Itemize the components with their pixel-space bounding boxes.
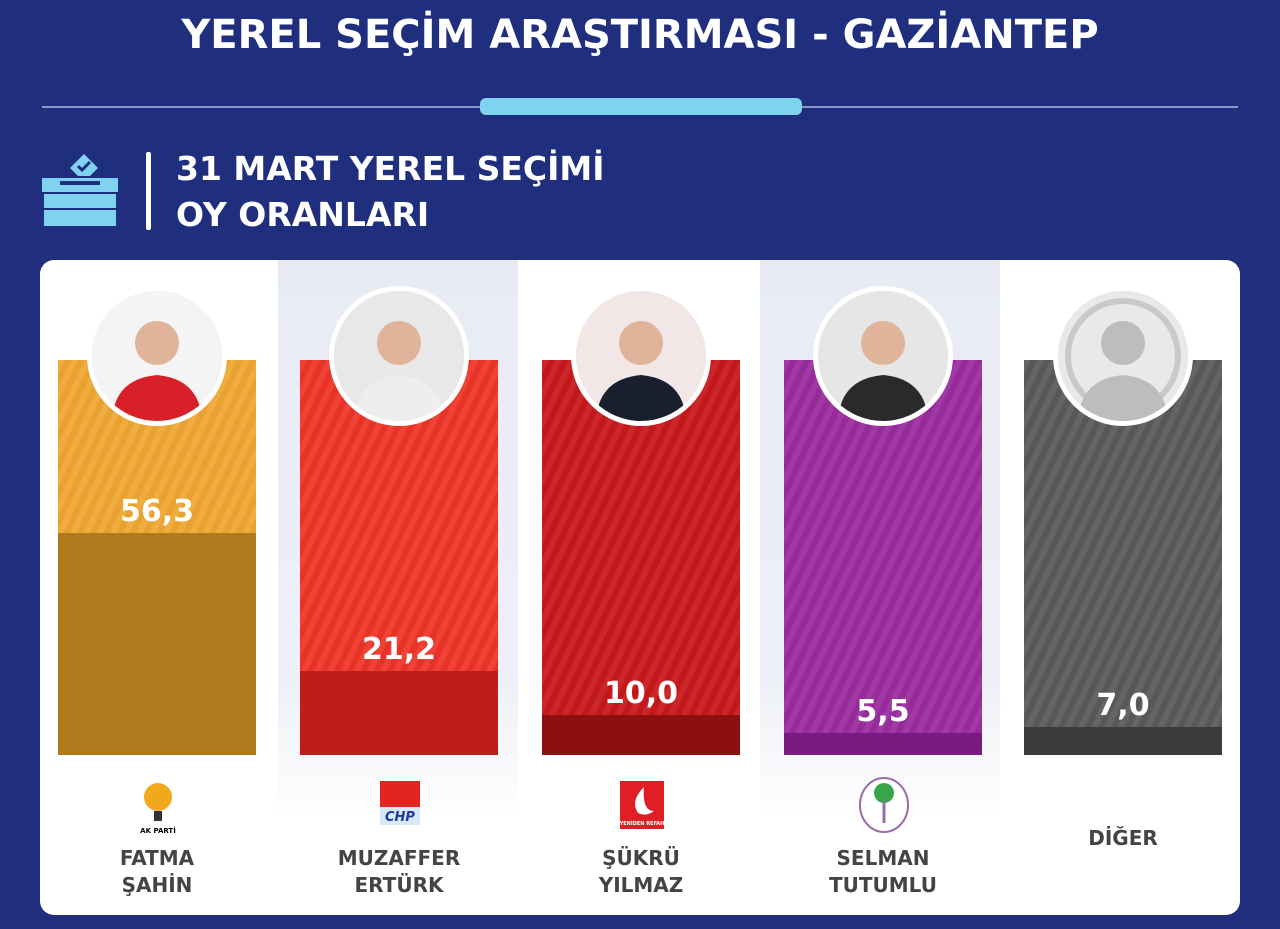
subtitle-divider xyxy=(146,152,151,230)
name-line-1: FATMA xyxy=(119,846,195,870)
candidate-name: FATMA ŞAHİN xyxy=(40,845,277,899)
results-card: 56,3 AK PARTİ FATMA ŞAHİN 21,2 CHP MUZAFFER ERT… xyxy=(40,260,1240,915)
yeniden-refah-logo: YENİDEN REFAH xyxy=(612,775,672,835)
candidate-photo xyxy=(329,286,469,426)
name-line-2: YILMAZ xyxy=(598,873,684,897)
chart-subtitle: 31 MART YEREL SEÇİMİ OY ORANLARI xyxy=(176,146,605,238)
name-line-2: TUTUMLU xyxy=(829,873,937,897)
ak-parti-logo: AK PARTİ xyxy=(128,775,188,835)
placeholder-avatar-icon xyxy=(1053,286,1193,426)
candidate-name: DİĞER xyxy=(1003,825,1240,852)
party-name: YENİDEN REFAH xyxy=(619,820,665,827)
candidate-photo xyxy=(813,286,953,426)
ballot-box-icon xyxy=(42,154,118,226)
subtitle-line-2: OY ORANLARI xyxy=(176,195,430,234)
name-line-1: MUZAFFER xyxy=(337,846,461,870)
name-line-2: ERTÜRK xyxy=(354,873,444,897)
name-line-2: ŞAHİN xyxy=(121,873,193,897)
bar-value-label: 21,2 xyxy=(361,632,437,667)
candidate-name: MUZAFFER ERTÜRK xyxy=(279,845,519,899)
dem-parti-logo xyxy=(854,775,914,835)
chp-logo: CHP xyxy=(370,775,430,835)
subtitle-line-1: 31 MART YEREL SEÇİMİ xyxy=(176,149,605,188)
party-name: CHP xyxy=(385,810,415,825)
candidate-name: SELMAN TUTUMLU xyxy=(763,845,1003,899)
accent-pill xyxy=(480,98,802,115)
bar xyxy=(300,671,498,755)
name-line-1: SELMAN xyxy=(836,846,930,870)
bar xyxy=(58,533,256,755)
bar xyxy=(542,715,740,755)
candidate-photo xyxy=(571,286,711,426)
name-line-1: ŞÜKRÜ xyxy=(602,846,680,870)
candidate-name: ŞÜKRÜ YILMAZ xyxy=(521,845,761,899)
bar-value-label: 5,5 xyxy=(856,694,910,729)
name-line-1: DİĞER xyxy=(1088,826,1158,850)
bar-value-label: 56,3 xyxy=(119,494,195,529)
bar-value-label: 10,0 xyxy=(603,676,679,711)
bar xyxy=(784,733,982,755)
bar xyxy=(1024,727,1222,755)
bar-value-label: 7,0 xyxy=(1096,688,1150,723)
party-name: AK PARTİ xyxy=(140,826,176,835)
page-title: YEREL SEÇİM ARAŞTIRMASI - GAZİANTEP xyxy=(181,12,1099,58)
candidate-photo xyxy=(87,286,227,426)
bar-column: 56,3 xyxy=(58,360,256,755)
